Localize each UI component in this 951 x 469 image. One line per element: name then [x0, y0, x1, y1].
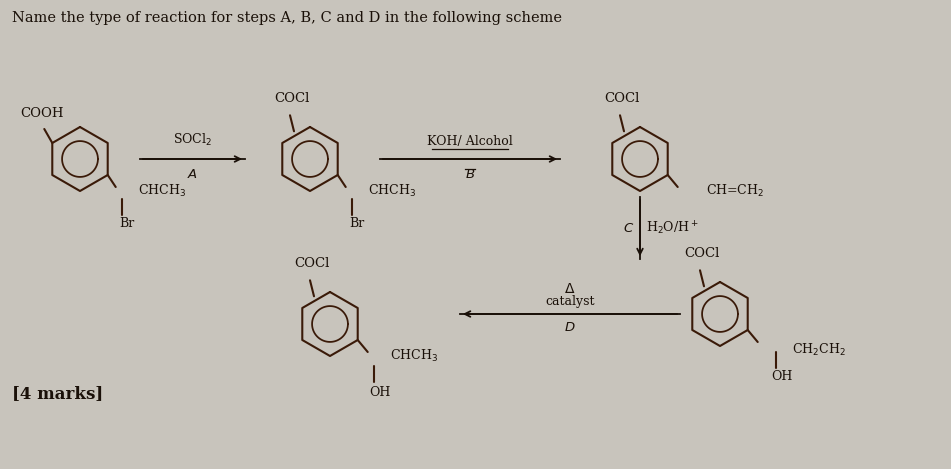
Text: CH=CH$_2$: CH=CH$_2$ — [706, 183, 764, 199]
Text: CH$_2$CH$_2$: CH$_2$CH$_2$ — [792, 342, 845, 358]
Text: CHCH$_3$: CHCH$_3$ — [390, 348, 437, 364]
Text: SOCl$_2$: SOCl$_2$ — [173, 132, 212, 148]
Text: $D$: $D$ — [564, 321, 575, 334]
Text: OH: OH — [370, 386, 391, 399]
Text: KOH/ Alcohol: KOH/ Alcohol — [427, 135, 513, 148]
Text: Name the type of reaction for steps A, B, C and D in the following scheme: Name the type of reaction for steps A, B… — [12, 11, 562, 25]
Text: Br: Br — [350, 217, 365, 229]
Text: $\Delta$: $\Delta$ — [564, 282, 575, 296]
Text: $A$: $A$ — [187, 168, 198, 181]
Text: COCl: COCl — [274, 92, 310, 105]
Text: $B$: $B$ — [465, 168, 476, 181]
Text: COCl: COCl — [685, 247, 720, 260]
Text: H$_2$O/H$^+$: H$_2$O/H$^+$ — [646, 219, 698, 237]
Text: Br: Br — [120, 217, 135, 229]
Text: CHCH$_3$: CHCH$_3$ — [138, 183, 185, 199]
Text: COCl: COCl — [294, 257, 330, 270]
Text: COOH: COOH — [21, 107, 64, 120]
Text: $C$: $C$ — [623, 221, 634, 234]
Text: [4 marks]: [4 marks] — [12, 386, 104, 402]
Text: COCl: COCl — [604, 92, 640, 105]
Text: catalyst: catalyst — [545, 295, 594, 308]
Text: CHCH$_3$: CHCH$_3$ — [368, 183, 416, 199]
Text: OH: OH — [771, 371, 793, 384]
